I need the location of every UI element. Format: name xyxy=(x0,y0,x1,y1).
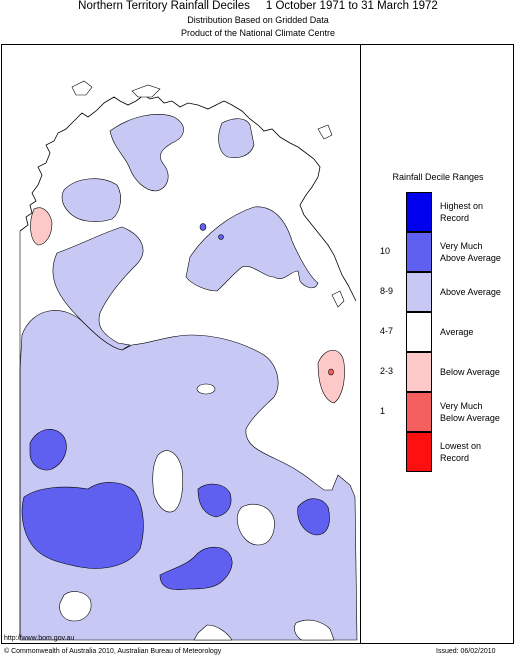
very-much-above-regions xyxy=(21,223,330,590)
legend-label-line1: Very Much xyxy=(440,401,483,411)
island-north xyxy=(131,84,161,98)
legend-label-line2: Record xyxy=(440,213,470,223)
legend-swatch xyxy=(406,232,432,272)
legend-title: Rainfall Decile Ranges xyxy=(392,172,484,182)
very-much-above-center xyxy=(197,483,232,518)
legend-label: Lowest on Record xyxy=(440,440,514,464)
legend-label-line2: Below Average xyxy=(440,413,500,423)
legend-decile-range: 2-3 xyxy=(380,366,394,376)
legend-decile-range: 8-9 xyxy=(380,286,394,296)
below-average-east xyxy=(317,349,345,404)
legend-label: Average xyxy=(440,326,514,338)
legend-divider xyxy=(360,44,361,644)
very-much-above-speck-1 xyxy=(199,223,207,231)
rainfall-map xyxy=(19,80,358,641)
coastline xyxy=(19,94,357,302)
below-average-regions xyxy=(30,207,345,404)
legend-label: Below Average xyxy=(440,366,514,378)
very-much-above-east xyxy=(297,498,330,536)
legend-label: Above Average xyxy=(440,286,514,298)
legend-label: Very Much Below Average xyxy=(440,400,514,424)
legend-label: Highest on Record xyxy=(440,200,514,224)
island-northeast xyxy=(317,124,333,140)
legend-label-line2: Record xyxy=(440,453,470,463)
legend-swatch xyxy=(406,432,432,472)
average-hole-center xyxy=(152,450,184,513)
island-west xyxy=(71,80,93,96)
legend-swatch xyxy=(406,312,432,352)
map-title: Northern Territory Rainfall Deciles 1 Oc… xyxy=(78,0,438,12)
legend-label-line1: Above Average xyxy=(440,287,501,297)
average-hole-south xyxy=(193,624,233,641)
region-northwest-arm xyxy=(52,226,144,351)
legend-label-line1: Very Much xyxy=(440,241,483,251)
legend-swatch xyxy=(406,392,432,432)
very-much-above-southwest xyxy=(21,482,144,569)
island-east xyxy=(331,290,345,308)
legend-swatch xyxy=(406,352,432,392)
very-much-below-specks xyxy=(328,368,334,376)
very-much-above-speck-2 xyxy=(218,234,224,240)
footer-issued: Issued: 06/02/2010 xyxy=(436,648,496,655)
legend-swatch xyxy=(406,272,432,312)
region-northeast-blob xyxy=(218,118,255,158)
legend-label-line1: Average xyxy=(440,327,474,337)
average-hole-east xyxy=(236,504,275,546)
islands xyxy=(71,80,345,308)
below-average-northwest xyxy=(30,207,53,246)
map-frame xyxy=(1,44,514,644)
legend-swatch xyxy=(406,192,432,232)
average-hole-southwest xyxy=(59,591,92,622)
very-much-above-west xyxy=(29,429,67,471)
average-hole-small xyxy=(196,383,216,395)
legend-decile-range: 1 xyxy=(380,406,386,416)
legend-label-line1: Below Average xyxy=(440,367,500,377)
legend-label-line1: Lowest on xyxy=(440,441,482,451)
map-product-line: Product of the National Climate Centre xyxy=(180,28,336,38)
legend-label-line2: Above Average xyxy=(440,253,501,263)
footer-copyright: © Commonwealth of Australia 2010, Austra… xyxy=(4,648,222,655)
legend-decile-range: 4-7 xyxy=(380,326,394,336)
legend-decile-range: 10 xyxy=(380,246,391,256)
legend-label-line1: Highest on xyxy=(440,201,484,211)
very-much-above-south xyxy=(159,546,233,590)
very-much-below-speck xyxy=(328,368,334,376)
map-subtitle: Distribution Based on Gridded Data xyxy=(187,15,329,25)
region-center-north xyxy=(185,206,319,292)
average-regions xyxy=(59,383,335,641)
region-south-large xyxy=(19,310,358,641)
footer-url: http://www.bom.gov.au xyxy=(4,635,75,642)
region-coastal-west xyxy=(61,178,121,222)
region-top-north xyxy=(109,114,184,192)
average-hole-southeast xyxy=(294,619,335,641)
legend-label: Very Much Above Average xyxy=(440,240,514,264)
